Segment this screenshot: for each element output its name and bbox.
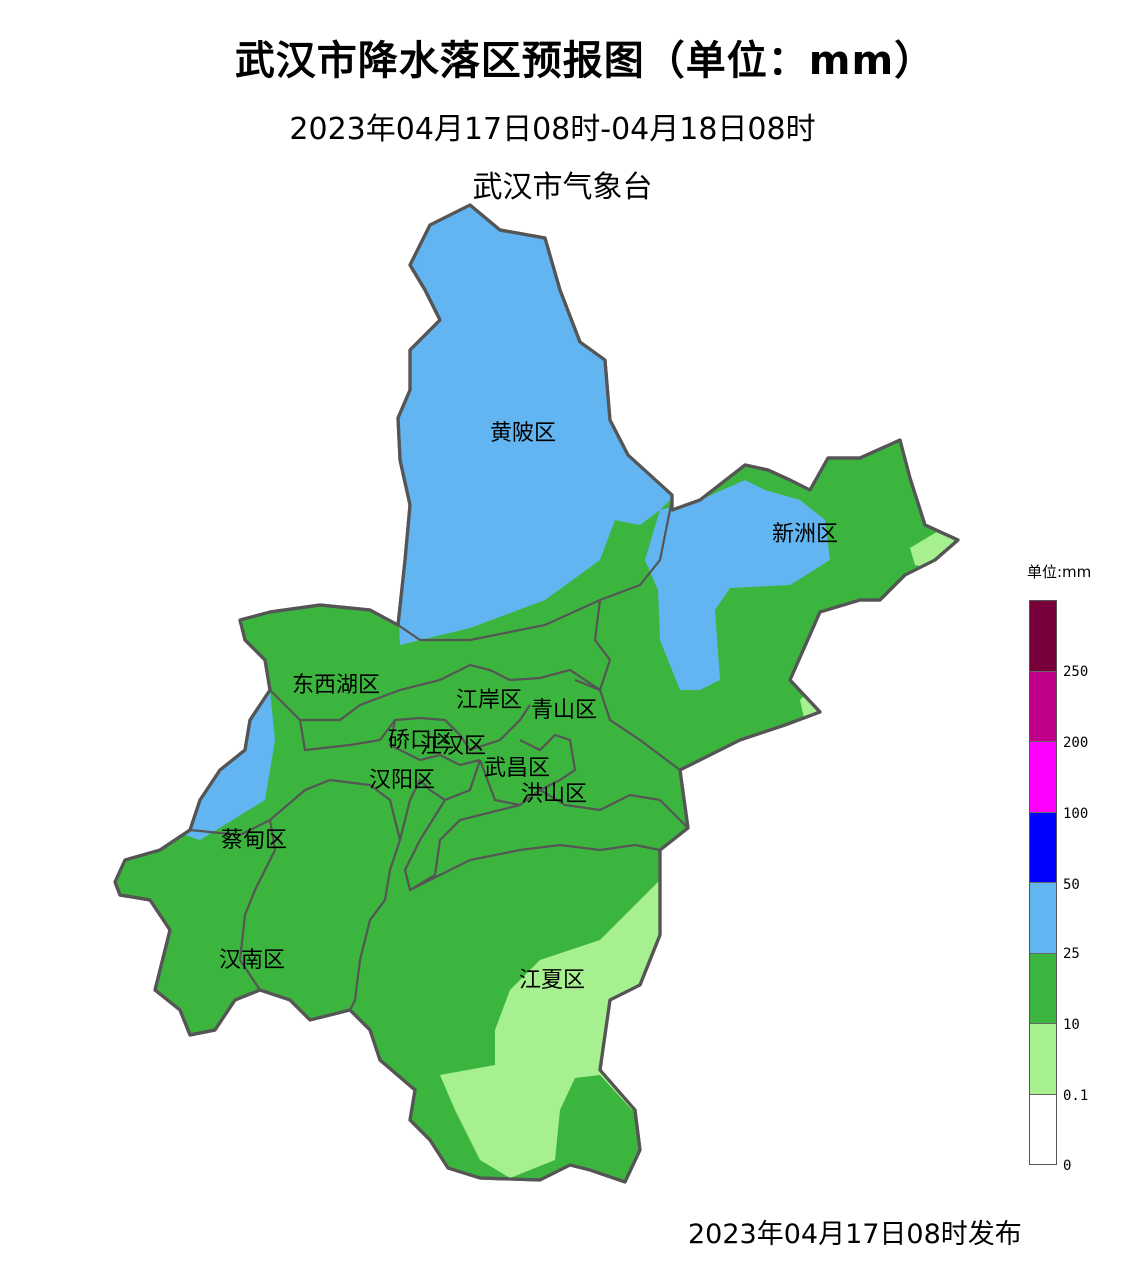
district-label-hannan: 汉南区: [219, 948, 285, 973]
legend-swatch-100: [1030, 741, 1056, 812]
legend-tick-10: 10: [1063, 1017, 1080, 1033]
legend-tick-0-1: 0.1: [1063, 1088, 1089, 1104]
district-label-wuchang: 武昌区: [484, 756, 550, 781]
legend-tick-50: 50: [1063, 877, 1080, 893]
district-label-hongshan: 洪山区: [521, 782, 587, 807]
legend-swatch-200: [1030, 670, 1056, 741]
city-outline: [113, 203, 960, 1184]
legend-swatch-250: [1030, 601, 1056, 671]
district-label-hanyang: 汉阳区: [369, 768, 435, 793]
map-title: 武汉市降水落区预报图（单位：mm）: [234, 38, 936, 84]
legend-swatch-0: [1030, 1093, 1056, 1164]
legend-swatch-50: [1030, 811, 1056, 882]
district-label-dongxihu: 东西湖区: [292, 673, 380, 698]
issue-time: 2023年04月17日08时发布: [688, 1219, 1022, 1250]
rainfall-fill-layer: [115, 205, 958, 1182]
legend-swatch-25: [1030, 882, 1056, 953]
legend-swatch-10: [1030, 952, 1056, 1023]
district-label-xinzhou: 新洲区: [772, 522, 838, 547]
district-boundaries: [189, 499, 689, 1011]
district-label-caidian: 蔡甸区: [221, 828, 287, 853]
legend-tick-100: 100: [1063, 806, 1089, 822]
district-label-qiaokou: 硚口区: [388, 728, 454, 753]
legend-color-bar: [1029, 600, 1057, 1165]
district-label-jiangxia: 江夏区: [519, 968, 585, 993]
legend-tick-200: 200: [1063, 735, 1089, 751]
heavy-rain-area-xinzhou: [645, 480, 830, 690]
legend-tick-250: 250: [1063, 664, 1089, 680]
legend-tick-25: 25: [1063, 946, 1080, 962]
district-label-qingshan: 青山区: [531, 698, 597, 723]
light-rain-area-jiangxia: [440, 880, 670, 1178]
district-label-jianghan: 江汉区: [420, 734, 486, 759]
forecast-period: 2023年04月17日08时-04月18日08时: [289, 112, 816, 147]
legend-unit: 单位:mm: [1027, 563, 1092, 581]
district-label-huangpi: 黄陂区: [490, 421, 556, 446]
district-label-jiangan: 江岸区: [456, 688, 522, 713]
issuing-office: 武汉市气象台: [472, 170, 653, 205]
heavy-rain-area-north: [160, 205, 700, 840]
legend-swatch-0-1: [1030, 1023, 1056, 1094]
legend-tick-0: 0: [1063, 1158, 1072, 1174]
light-rain-area-northeast: [910, 530, 958, 568]
